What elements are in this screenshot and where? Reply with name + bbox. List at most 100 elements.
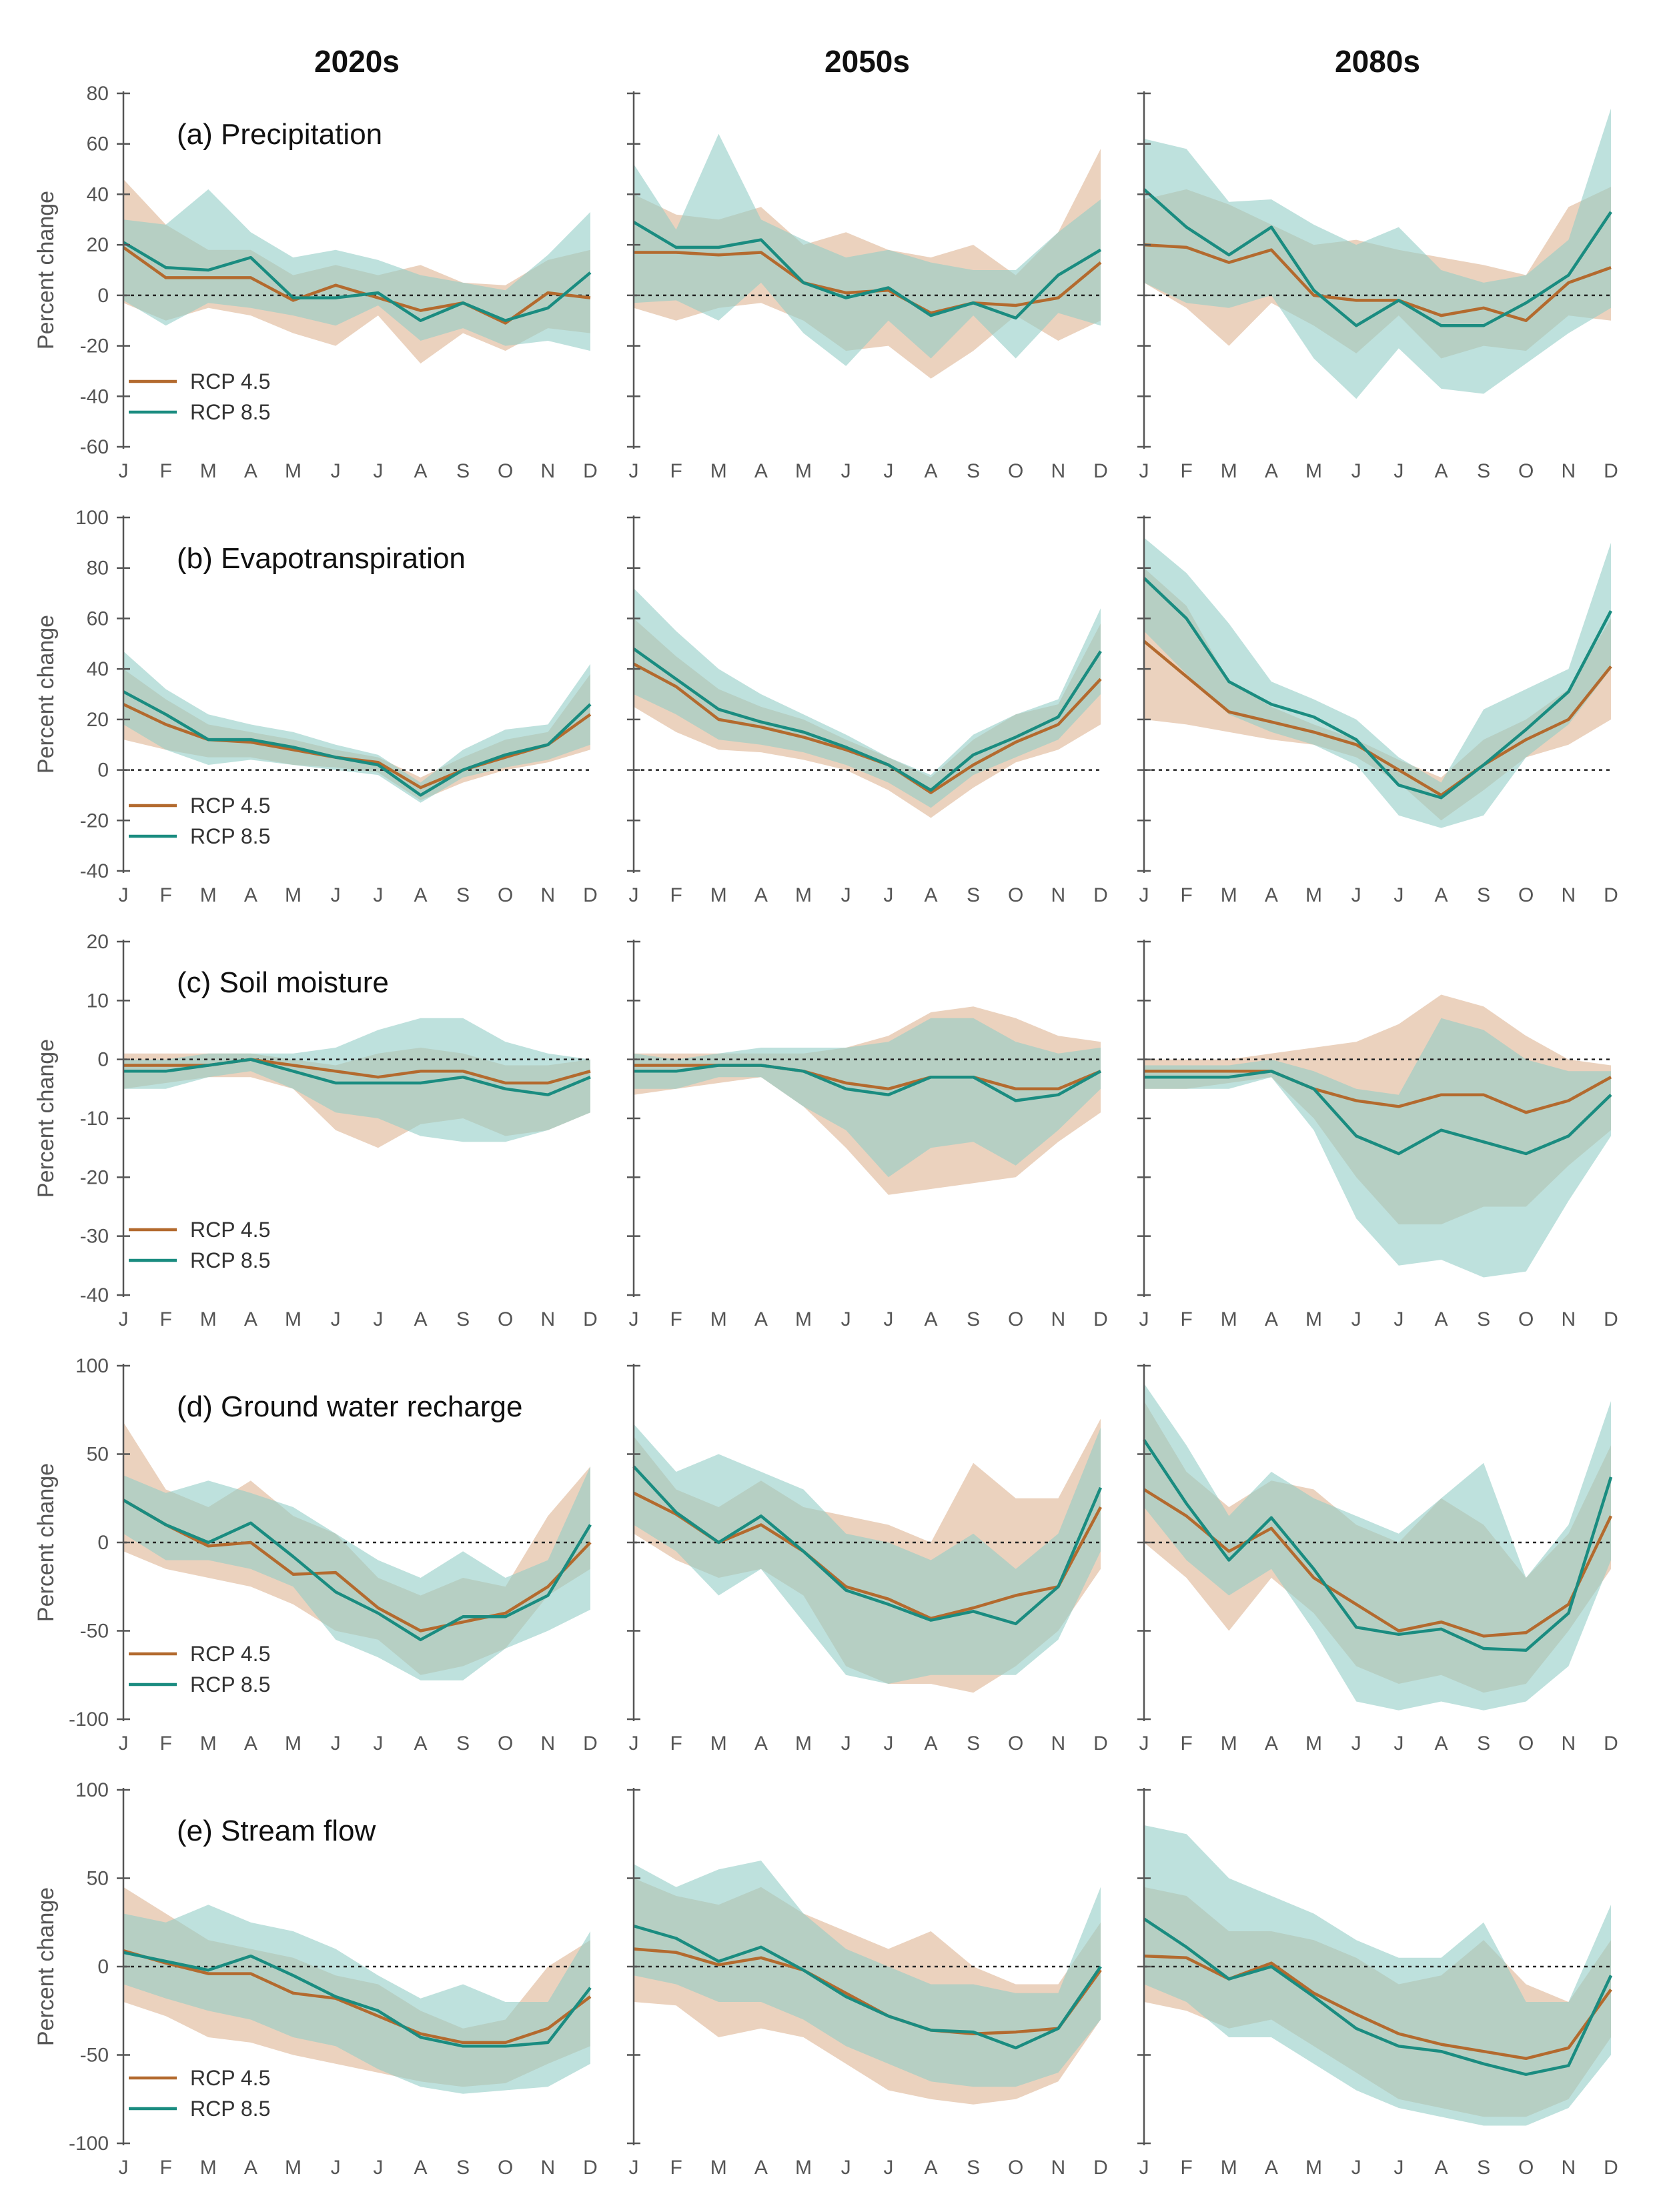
rcp85-mean-line: [1143, 188, 1612, 327]
x-tick-label: F: [1180, 2157, 1192, 2179]
x-tick-label: O: [1008, 1308, 1023, 1330]
x-tick-label: F: [1180, 1733, 1192, 1755]
y-tick-label: 100: [75, 1355, 109, 1377]
y-tick-label: 0: [97, 285, 109, 307]
y-tick-label: 20: [87, 234, 109, 256]
x-tick-label: D: [583, 884, 598, 906]
x-tick-label: M: [1305, 1308, 1322, 1330]
x-tick-label: N: [541, 2157, 556, 2179]
rcp45-mean-line: [1143, 640, 1612, 797]
x-tick-label: J: [373, 2157, 383, 2179]
x-tick-label: N: [1562, 884, 1576, 906]
x-tick-label: J: [1139, 884, 1149, 906]
x-tick-label: S: [1477, 460, 1490, 482]
x-tick-label: M: [285, 2157, 302, 2179]
x-tick-label: O: [1008, 884, 1023, 906]
x-tick-label: J: [331, 1733, 341, 1755]
x-tick-label: M: [710, 2157, 727, 2179]
y-tick-label: -20: [80, 335, 109, 357]
rcp85-range-band: [634, 1861, 1101, 2087]
x-tick-label: A: [244, 1308, 257, 1330]
x-tick-label: D: [1604, 1733, 1618, 1755]
x-tick-label: M: [200, 1308, 217, 1330]
x-tick-label: M: [1221, 2157, 1237, 2179]
y-tick-label: 60: [87, 133, 109, 155]
x-tick-label: O: [498, 460, 513, 482]
x-tick-label: F: [159, 884, 171, 906]
x-tick-label: S: [456, 884, 470, 906]
x-tick-label: O: [1518, 460, 1534, 482]
y-tick-label: 0: [97, 1049, 109, 1071]
x-tick-label: N: [1562, 1733, 1576, 1755]
y-tick-label: 50: [87, 1868, 109, 1890]
x-tick-label: J: [331, 884, 341, 906]
x-tick-label: J: [373, 1733, 383, 1755]
rcp85-range-band: [123, 189, 590, 351]
x-tick-label: A: [1434, 1308, 1448, 1330]
y-tick-label: -100: [69, 1709, 109, 1731]
x-tick-label: F: [159, 460, 171, 482]
x-tick-label: J: [841, 884, 851, 906]
legend-label-rcp45: RCP 4.5: [190, 794, 270, 818]
panel-4-0: -100 -50 0 50 100 J F M A M J J A S O N D (e) Stream flow…: [69, 1779, 598, 2179]
x-tick-label: S: [456, 1308, 470, 1330]
rcp85-mean-line: [1143, 1439, 1613, 1652]
x-tick-label: M: [1221, 1308, 1237, 1330]
y-tick-label: 0: [97, 1532, 109, 1554]
x-tick-label: J: [331, 460, 341, 482]
rcp45-mean-line: [123, 1949, 592, 2045]
rcp85-mean-line: [1143, 1917, 1613, 2076]
x-tick-label: D: [1604, 2157, 1618, 2179]
x-tick-label: S: [967, 1308, 980, 1330]
x-tick-label: D: [583, 1308, 598, 1330]
x-tick-label: A: [1434, 2157, 1448, 2179]
x-tick-label: S: [456, 1733, 470, 1755]
legend-label-rcp45: RCP 4.5: [190, 1642, 270, 1666]
x-tick-label: J: [373, 884, 383, 906]
y-tick-label: 60: [87, 608, 109, 630]
rcp85-mean-line: [633, 1924, 1102, 2050]
legend-label-rcp45: RCP 4.5: [190, 369, 270, 393]
x-tick-label: M: [795, 460, 812, 482]
x-tick-label: A: [924, 460, 937, 482]
x-tick-label: S: [1477, 2157, 1490, 2179]
x-tick-label: A: [1434, 460, 1448, 482]
x-tick-label: S: [967, 1733, 980, 1755]
x-tick-label: M: [710, 1733, 727, 1755]
x-tick-label: D: [1604, 460, 1618, 482]
x-tick-label: A: [924, 2157, 937, 2179]
x-tick-label: D: [1093, 2157, 1108, 2179]
y-tick-label: 40: [87, 183, 109, 205]
x-tick-label: M: [795, 1733, 812, 1755]
column-title-2020s: 2020s: [314, 44, 400, 79]
x-tick-label: J: [331, 1308, 341, 1330]
x-tick-label: J: [629, 1733, 639, 1755]
x-tick-label: F: [670, 2157, 682, 2179]
x-tick-label: J: [1393, 2157, 1404, 2179]
x-tick-label: F: [1180, 460, 1192, 482]
rcp45-mean-line: [1143, 1488, 1613, 1638]
legend-label-rcp45: RCP 4.5: [190, 1218, 270, 1242]
x-tick-label: J: [1139, 1308, 1149, 1330]
x-tick-label: O: [498, 2157, 513, 2179]
panel-1-0: -40 -20 0 20 40 60 80 100 J F M A M J J A S O N D (b) Evapot…: [75, 507, 598, 906]
x-tick-label: D: [1093, 1308, 1108, 1330]
y-axis-label: Percent change: [33, 1039, 59, 1198]
x-tick-label: M: [285, 460, 302, 482]
x-tick-label: J: [119, 1308, 129, 1330]
x-tick-label: J: [373, 1308, 383, 1330]
x-tick-label: J: [883, 2157, 893, 2179]
x-tick-label: A: [244, 2157, 257, 2179]
rcp85-mean-line: [123, 1058, 591, 1096]
x-tick-label: J: [1139, 1733, 1149, 1755]
x-tick-label: A: [1265, 2157, 1278, 2179]
rcp85-mean-line: [123, 1951, 592, 2048]
y-tick-label: -40: [80, 1284, 109, 1306]
x-tick-label: N: [541, 1308, 556, 1330]
x-tick-label: D: [583, 460, 598, 482]
